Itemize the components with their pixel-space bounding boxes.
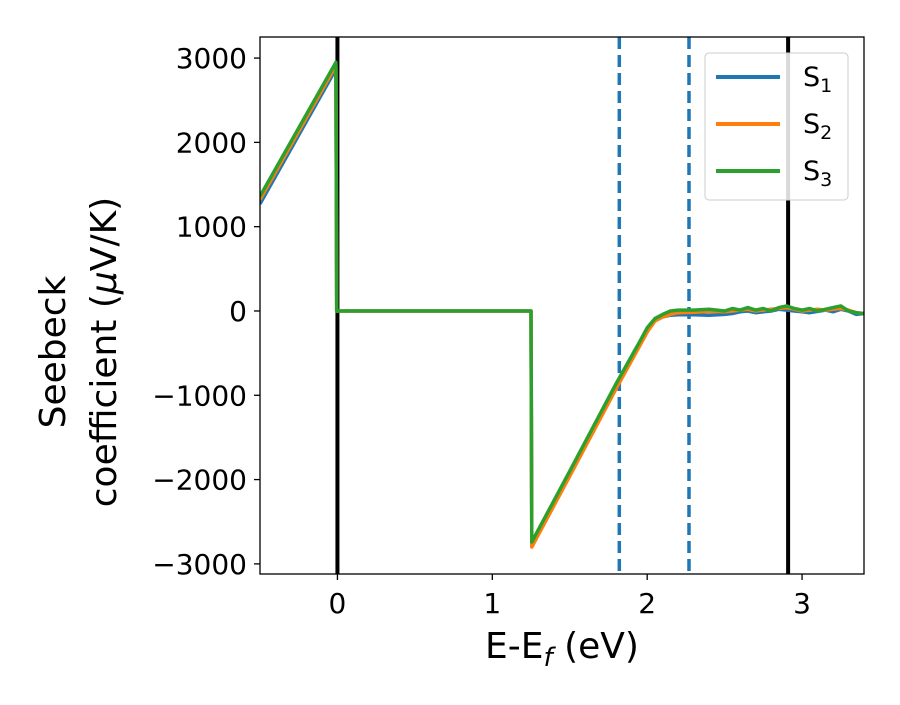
y-tick-label: 0 <box>229 295 247 328</box>
legend-label-s1: S1 <box>803 62 832 97</box>
x-tick-label: 1 <box>483 587 501 620</box>
legend: S1 S2 S3 <box>704 52 849 201</box>
x-axis-title: E-Ef (eV) <box>485 626 639 673</box>
y-axis-title-suffix: V/K) <box>84 197 125 271</box>
y-tick-label: 3000 <box>176 42 247 75</box>
legend-box <box>704 52 849 201</box>
y-axis-title-line2: coefficient (μV/K) <box>84 197 125 507</box>
y-axis-title-prefix: coefficient ( <box>84 294 125 507</box>
y-tick-label: −3000 <box>152 548 247 581</box>
y-tick-label: −1000 <box>152 379 247 412</box>
legend-label-s2: S2 <box>803 109 832 144</box>
y-axis-title-mu: μ <box>84 271 125 295</box>
plot-frame <box>259 36 865 575</box>
x-tick-label: 2 <box>638 587 656 620</box>
y-tick-label: 2000 <box>176 126 247 159</box>
x-axis-title-suffix: (eV) <box>553 626 639 667</box>
series-lines <box>260 60 864 549</box>
x-axis-title-main: E-E <box>485 626 543 667</box>
y-tick-label: −2000 <box>152 464 247 497</box>
x-axis-ticks: 0 1 2 3 <box>329 574 811 620</box>
y-axis-title-line1: Seebeck <box>33 275 74 428</box>
y-axis-ticks: 3000 2000 1000 0 −1000 −2000 −3000 <box>152 42 260 581</box>
y-tick-label: 1000 <box>176 211 247 244</box>
legend-label-s3: S3 <box>803 156 832 191</box>
x-tick-label: 3 <box>793 587 811 620</box>
x-tick-label: 0 <box>329 587 347 620</box>
series-line-s3 <box>260 60 864 544</box>
